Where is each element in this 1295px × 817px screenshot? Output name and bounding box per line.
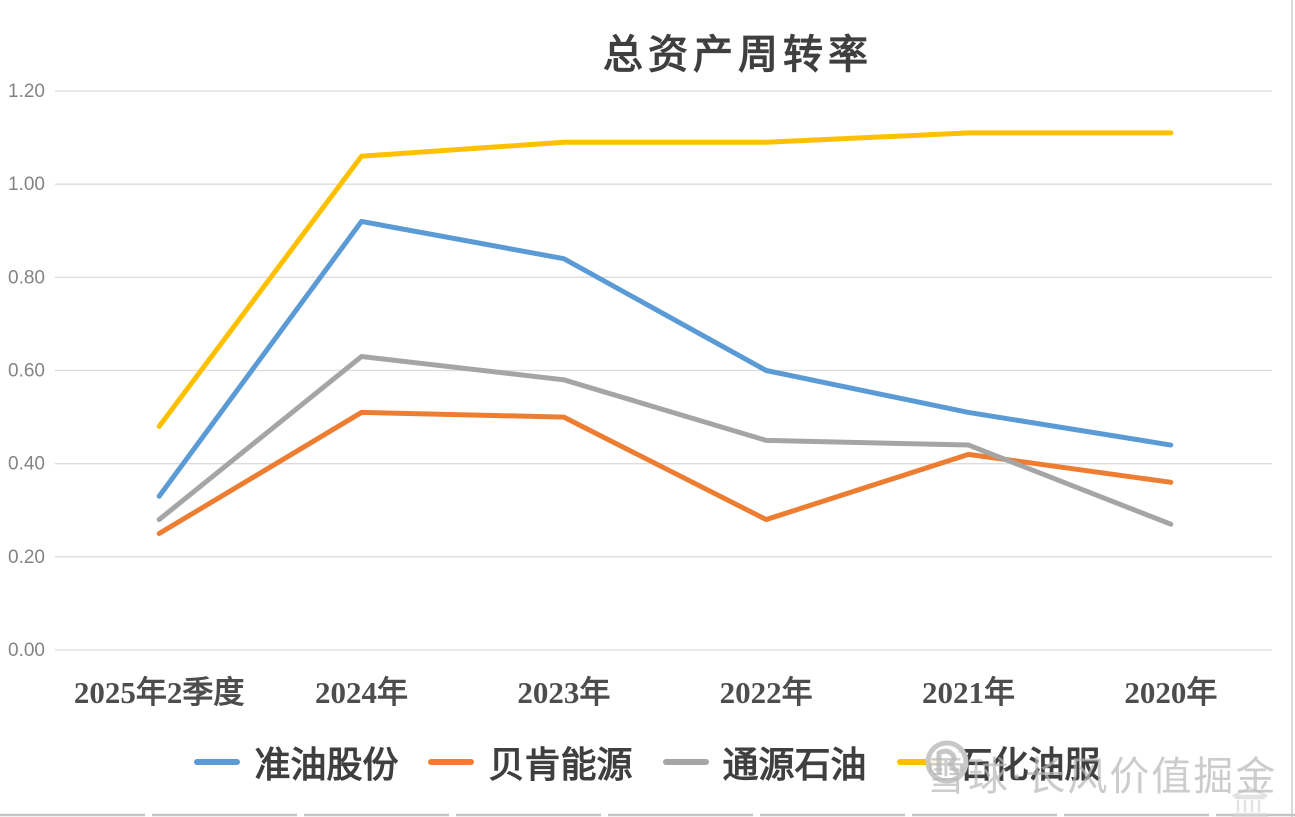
- series-line-2: [156, 354, 1174, 527]
- legend-label: 通源石油: [722, 745, 867, 785]
- chart-legend: 准油股份 贝肯能源 通源石油 石化油服: [0, 736, 1295, 788]
- right-edge-border: [1291, 0, 1293, 817]
- x-axis-label: 2025年2季度: [74, 675, 245, 710]
- legend-item-1: 贝肯能源: [428, 736, 633, 788]
- legend-swatch-yellow: [896, 759, 943, 765]
- x-axis-label: 2023年: [517, 675, 610, 710]
- y-tick-label: 0.80: [8, 267, 45, 288]
- x-axis-label: 2022年: [720, 675, 813, 710]
- legend-item-0: 准油股份: [194, 736, 398, 788]
- y-tick-label: 0.00: [8, 640, 45, 661]
- legend-item-2: 通源石油: [662, 736, 867, 788]
- legend-label: 贝肯能源: [488, 745, 633, 785]
- y-tick-label: 0.20: [8, 547, 45, 568]
- x-axis-label: 2020年: [1124, 675, 1217, 710]
- chart-title: 总资产周转率: [603, 32, 873, 77]
- building-watermark-icon: [1232, 786, 1268, 817]
- y-tick-label: 0.60: [8, 361, 45, 382]
- y-tick-label: 1.00: [8, 174, 45, 195]
- legend-item-3: 石化油服: [896, 736, 1101, 788]
- series-line-0: [156, 218, 1174, 499]
- legend-label: 石化油服: [956, 745, 1101, 785]
- x-axis-label: 2021年: [922, 675, 1015, 710]
- legend-swatch-orange: [428, 759, 475, 765]
- x-axis-label: 2024年: [315, 675, 408, 710]
- watermark-text: 雪球·长风价值掘金: [926, 754, 1278, 799]
- series-line-3: [156, 130, 1174, 429]
- xueqiu-logo-icon: [925, 740, 969, 784]
- legend-swatch-gray: [662, 759, 709, 765]
- y-tick-label: 0.40: [8, 454, 45, 475]
- legend-label: 准油股份: [254, 745, 399, 785]
- y-tick-label: 1.20: [8, 81, 45, 102]
- bottom-dashed-border: [0, 813, 1295, 817]
- legend-swatch-blue: [194, 759, 241, 765]
- series-line-1: [156, 409, 1174, 537]
